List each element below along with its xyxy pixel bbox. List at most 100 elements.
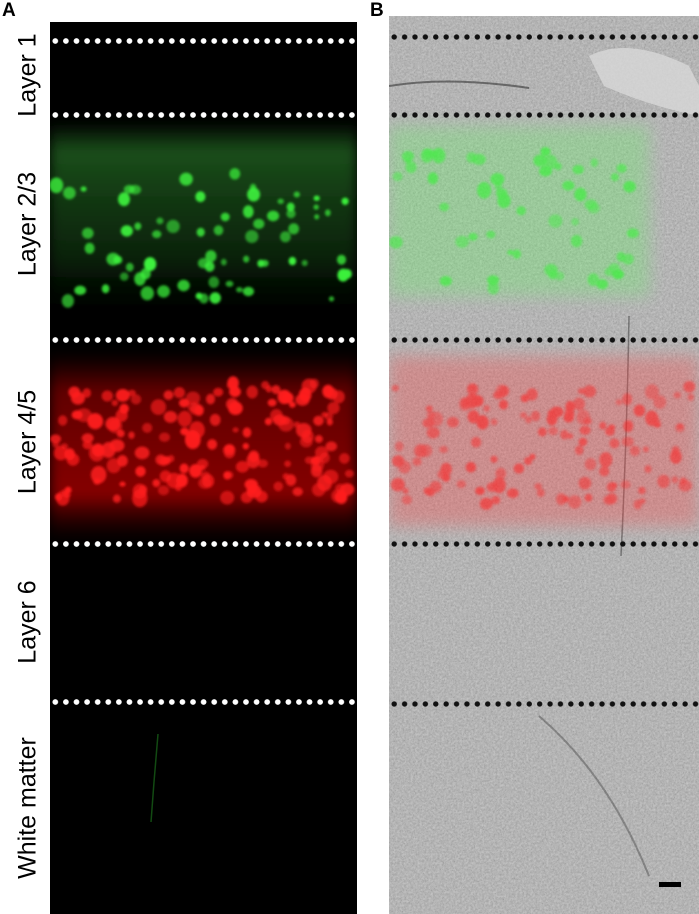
labeled-cell	[173, 387, 185, 399]
labeled-cell	[402, 487, 409, 494]
tissue-surface-region	[589, 48, 699, 116]
labeled-cell	[476, 415, 489, 430]
red-labeled-cells	[50, 376, 355, 508]
labeled-cell	[111, 399, 118, 407]
labeled-cell	[324, 412, 334, 421]
labeled-cell	[108, 419, 123, 434]
labeled-cell	[82, 388, 91, 398]
fluorescence-image	[50, 122, 357, 823]
labeled-cell	[197, 258, 210, 269]
labeled-cell	[565, 400, 575, 413]
labeled-cell	[412, 457, 422, 466]
labeled-cell	[52, 441, 60, 448]
layer-1-label: Layer 1	[13, 33, 42, 117]
labeled-cell	[158, 485, 169, 496]
labeled-cell	[196, 458, 209, 469]
boundary-line-l1-l23-b	[389, 111, 699, 119]
labeled-cell	[235, 461, 249, 473]
labeled-cell	[583, 417, 592, 425]
labeled-cell	[152, 479, 161, 488]
labeled-cell	[315, 446, 328, 459]
labeled-cell	[64, 448, 75, 461]
layer-6-label: Layer 6	[13, 580, 42, 664]
labeled-cell	[159, 432, 170, 442]
labeled-cell	[497, 193, 511, 209]
labeled-cell	[152, 230, 162, 239]
labeled-cell	[422, 418, 435, 428]
labeled-cell	[185, 391, 201, 405]
labeled-cell	[467, 410, 480, 424]
labeled-cell	[220, 212, 230, 222]
labeled-cell	[220, 490, 235, 505]
labeled-cell	[267, 210, 280, 222]
labeled-cell	[82, 227, 94, 239]
labeled-cell	[405, 161, 417, 174]
green-labeled-cells-overlay	[389, 147, 639, 295]
labeled-cell	[245, 230, 259, 243]
labeled-cell	[615, 399, 623, 406]
labeled-cell	[61, 294, 74, 308]
labeled-cell	[587, 273, 600, 286]
labeled-cell	[498, 399, 509, 410]
labeled-cell	[439, 202, 450, 212]
labeled-cell	[653, 395, 667, 409]
labeled-cell	[606, 493, 618, 505]
labeled-cell	[626, 228, 639, 238]
labeled-cell	[314, 214, 320, 220]
labeled-cell	[683, 381, 696, 393]
labeled-cell	[555, 271, 565, 281]
labeled-cell	[293, 421, 301, 428]
labeled-cell	[286, 202, 295, 212]
labeled-cell	[142, 422, 153, 433]
labeled-cell	[240, 491, 253, 504]
labeled-cell	[671, 476, 679, 484]
labeled-cell	[82, 440, 93, 450]
labeled-cell	[225, 280, 234, 287]
labeled-cell	[516, 206, 526, 216]
labeled-cell	[533, 154, 547, 167]
labeled-cell	[331, 489, 345, 503]
green-fiber	[150, 733, 159, 823]
labeled-cell	[466, 383, 479, 396]
labeled-cell	[605, 427, 615, 436]
labeled-cell	[392, 171, 403, 182]
boundary-line-l23-l45-b	[389, 336, 699, 344]
labeled-cell	[143, 257, 157, 272]
labeled-cell	[547, 409, 556, 417]
labeled-cell	[194, 405, 204, 417]
labeled-cell	[134, 222, 142, 231]
labeled-cell	[84, 242, 95, 254]
labeled-cell	[548, 426, 559, 436]
labeled-cell	[440, 462, 452, 476]
boundary-line-l1-l23	[50, 111, 357, 119]
labeled-cell	[599, 421, 607, 430]
labeled-cell	[163, 411, 178, 423]
labeled-cell	[106, 252, 120, 266]
pial-edge	[389, 80, 530, 89]
labeled-cell	[288, 223, 300, 235]
labeled-cell	[590, 158, 599, 168]
labeled-cell	[447, 416, 459, 428]
labeled-cell	[163, 390, 174, 400]
labeled-cell	[465, 461, 477, 473]
labeled-cell	[439, 276, 452, 286]
labeled-cell	[621, 436, 634, 447]
labeled-cell	[490, 455, 498, 463]
labeled-cell	[639, 498, 646, 504]
labeled-cell	[537, 427, 547, 437]
labeled-cell	[556, 493, 567, 506]
labeled-cell	[101, 390, 113, 402]
labeled-cell	[284, 460, 291, 468]
labeled-cell	[117, 455, 128, 467]
boundary-line-pia	[50, 37, 357, 45]
labeled-cell	[267, 398, 277, 407]
labeled-cell	[205, 393, 216, 405]
labeled-cell	[560, 429, 569, 440]
merged-brightfield-panel	[389, 16, 699, 914]
labeled-cell	[578, 437, 588, 447]
labeled-cell	[134, 272, 146, 286]
labeled-cell	[196, 227, 205, 237]
labeled-cell	[623, 420, 634, 433]
labeled-cell	[81, 433, 94, 443]
labeled-cell	[471, 436, 482, 448]
